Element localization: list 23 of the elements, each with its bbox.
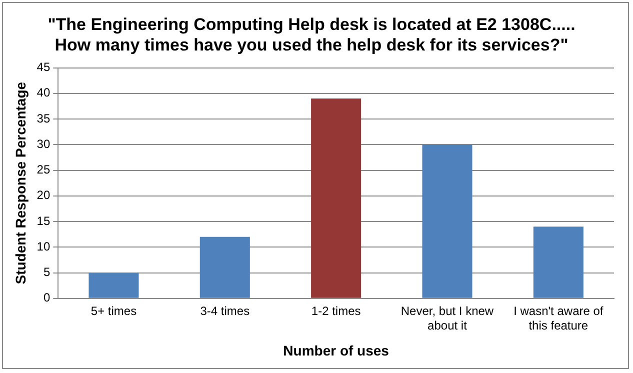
- bar: [422, 144, 472, 298]
- y-tick-label: 40: [36, 86, 50, 100]
- x-tick-label: 3-4 times: [200, 304, 250, 318]
- bar: [200, 236, 250, 298]
- x-tick-label: 5+ times: [90, 304, 137, 318]
- y-tick-label: 10: [36, 239, 50, 254]
- y-tick-label: 30: [36, 136, 50, 151]
- x-axis-title: Number of uses: [283, 342, 390, 358]
- x-tick-label: Never, but I knew about it: [400, 304, 494, 332]
- y-tick-label: 25: [36, 162, 50, 177]
- bar: [533, 226, 584, 298]
- y-tick-label: 20: [36, 188, 50, 202]
- y-tick-label: 35: [36, 111, 50, 126]
- chart-title: "The Engineering Computing Help desk is located at E2 1308C..... How many times have you used the help desk for its services?": [48, 14, 576, 54]
- y-tick-label: 15: [36, 214, 50, 228]
- bar: [88, 272, 139, 298]
- y-tick-label: 45: [36, 60, 50, 74]
- y-tick-label: 5: [43, 265, 50, 280]
- bar: [311, 98, 362, 298]
- x-tick-label: 1-2 times: [311, 304, 361, 318]
- y-tick-label: 0: [43, 290, 50, 305]
- y-axis-title: Student Response Percentage: [12, 82, 28, 284]
- x-tick-label: I wasn't aware of this feature: [514, 304, 604, 332]
